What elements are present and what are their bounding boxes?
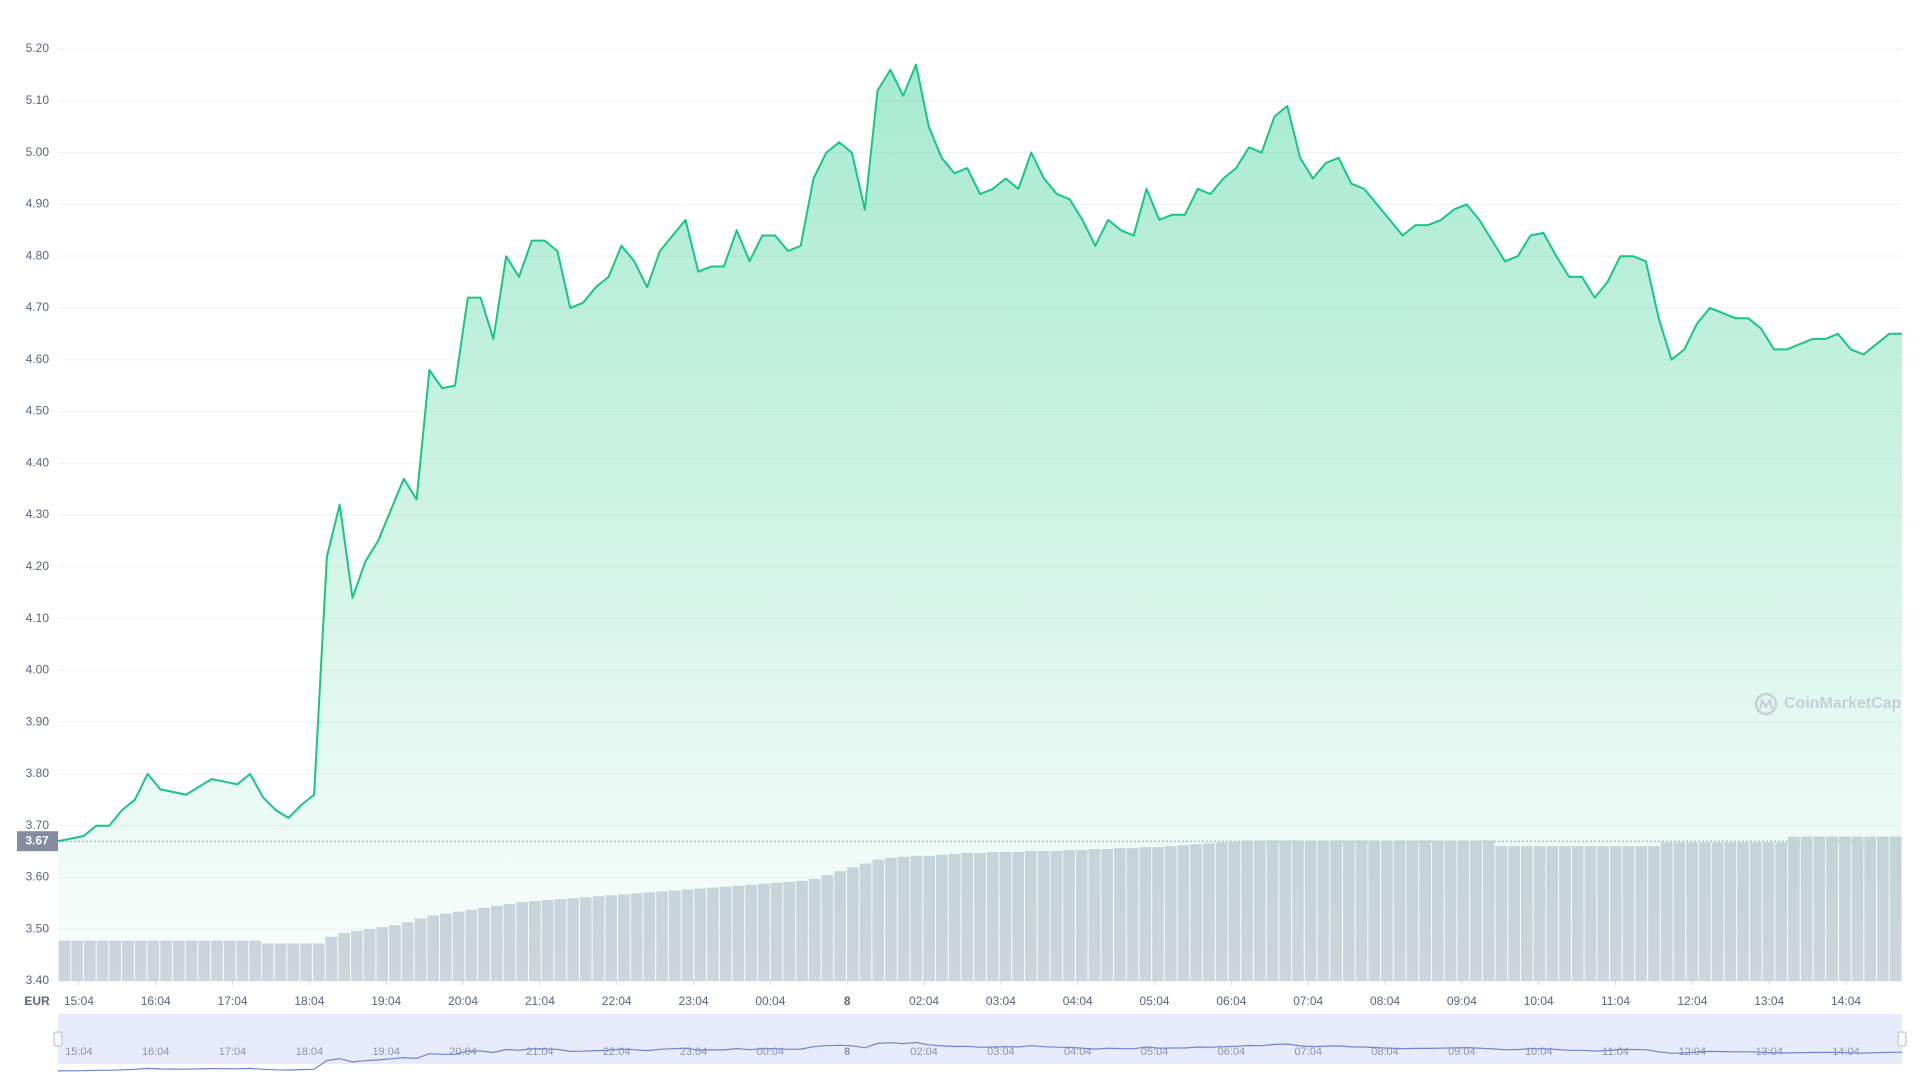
navigator-tick-label: 06:04 <box>1218 1046 1246 1058</box>
y-tick-label: 4.70 <box>26 300 50 314</box>
navigator-tick-label: 17:04 <box>219 1046 247 1058</box>
price-area <box>58 64 1902 982</box>
navigator-tick-label: 21:04 <box>526 1046 554 1058</box>
x-tick-label: 8 <box>844 994 851 1008</box>
navigator-tick-label: 19:04 <box>372 1046 400 1058</box>
x-tick-label: 07:04 <box>1293 994 1323 1008</box>
x-tick-label: 04:04 <box>1063 994 1093 1008</box>
x-tick-label: 00:04 <box>755 994 785 1008</box>
navigator-tick-label: 14:04 <box>1832 1046 1860 1058</box>
x-tick-label: 20:04 <box>448 994 478 1008</box>
x-tick-label: 12:04 <box>1677 994 1707 1008</box>
navigator-tick-label: 8 <box>844 1046 850 1058</box>
navigator-tick-label: 00:04 <box>757 1046 785 1058</box>
y-tick-label: 3.60 <box>26 870 50 884</box>
x-tick-label: 19:04 <box>371 994 401 1008</box>
navigator-handle[interactable] <box>1897 1031 1907 1047</box>
y-tick-label: 3.90 <box>26 714 50 728</box>
y-tick-label: 4.90 <box>26 197 50 211</box>
navigator-tick-label: 22:04 <box>603 1046 631 1058</box>
navigator-tick-label: 11:04 <box>1602 1046 1629 1058</box>
watermark: CoinMarketCap <box>1754 692 1902 716</box>
x-tick-label: 03:04 <box>986 994 1016 1008</box>
x-tick-label: 23:04 <box>679 994 709 1008</box>
x-tick-label: 10:04 <box>1524 994 1554 1008</box>
x-tick-label: 11:04 <box>1601 994 1630 1008</box>
navigator-tick-label: 15:04 <box>65 1046 93 1058</box>
y-tick-label: 4.40 <box>26 455 50 469</box>
y-tick-label: 5.10 <box>26 93 50 107</box>
y-tick-label: 4.30 <box>26 507 50 521</box>
y-tick-label: 4.10 <box>26 611 50 625</box>
x-tick-label: 22:04 <box>602 994 632 1008</box>
x-tick-label: 05:04 <box>1140 994 1170 1008</box>
y-tick-label: 4.80 <box>26 248 50 262</box>
navigator-handle[interactable] <box>53 1031 63 1047</box>
navigator-tick-label: 18:04 <box>296 1046 324 1058</box>
navigator-tick-label: 10:04 <box>1525 1046 1553 1058</box>
x-tick-label: 18:04 <box>294 994 324 1008</box>
y-tick-label: 3.70 <box>26 818 50 832</box>
y-tick-label: 4.00 <box>26 663 50 677</box>
y-tick-label: 5.20 <box>26 41 50 55</box>
x-tick-label: 08:04 <box>1370 994 1400 1008</box>
navigator-tick-label: 05:04 <box>1141 1046 1169 1058</box>
x-tick-label: 14:04 <box>1831 994 1861 1008</box>
navigator-line <box>57 1041 1902 1072</box>
y-tick-label: 3.80 <box>26 766 50 780</box>
navigator-tick-label: 03:04 <box>987 1046 1015 1058</box>
navigator-tick-label: 08:04 <box>1371 1046 1399 1058</box>
y-tick-label: 4.50 <box>26 404 50 418</box>
y-tick-label: 5.00 <box>26 145 50 159</box>
y-tick-label: 3.50 <box>26 921 50 935</box>
x-tick-label: 09:04 <box>1447 994 1477 1008</box>
price-line <box>57 63 1902 843</box>
y-tick-label: 3.40 <box>26 973 50 987</box>
watermark-text: CoinMarketCap <box>1784 695 1902 712</box>
navigator-tick-label: 13:04 <box>1755 1046 1783 1058</box>
currency-label: EUR <box>24 994 50 1008</box>
reference-label: 3.67 <box>25 833 49 847</box>
y-tick-label: 4.20 <box>26 559 50 573</box>
navigator-tick-label: 02:04 <box>910 1046 938 1058</box>
reference-badge <box>17 831 58 852</box>
x-tick-label: 15:04 <box>64 994 94 1008</box>
navigator-tick-label: 09:04 <box>1448 1046 1476 1058</box>
x-tick-label: 21:04 <box>525 994 555 1008</box>
navigator-background[interactable] <box>58 1014 1902 1064</box>
navigator-tick-label: 07:04 <box>1294 1046 1322 1058</box>
x-tick-label: 16:04 <box>141 994 171 1008</box>
y-tick-label: 4.60 <box>26 352 50 366</box>
x-tick-label: 02:04 <box>909 994 939 1008</box>
x-tick-label: 06:04 <box>1216 994 1246 1008</box>
navigator-tick-label: 16:04 <box>142 1046 170 1058</box>
x-tick-label: 13:04 <box>1754 994 1784 1008</box>
x-tick-label: 17:04 <box>218 994 248 1008</box>
